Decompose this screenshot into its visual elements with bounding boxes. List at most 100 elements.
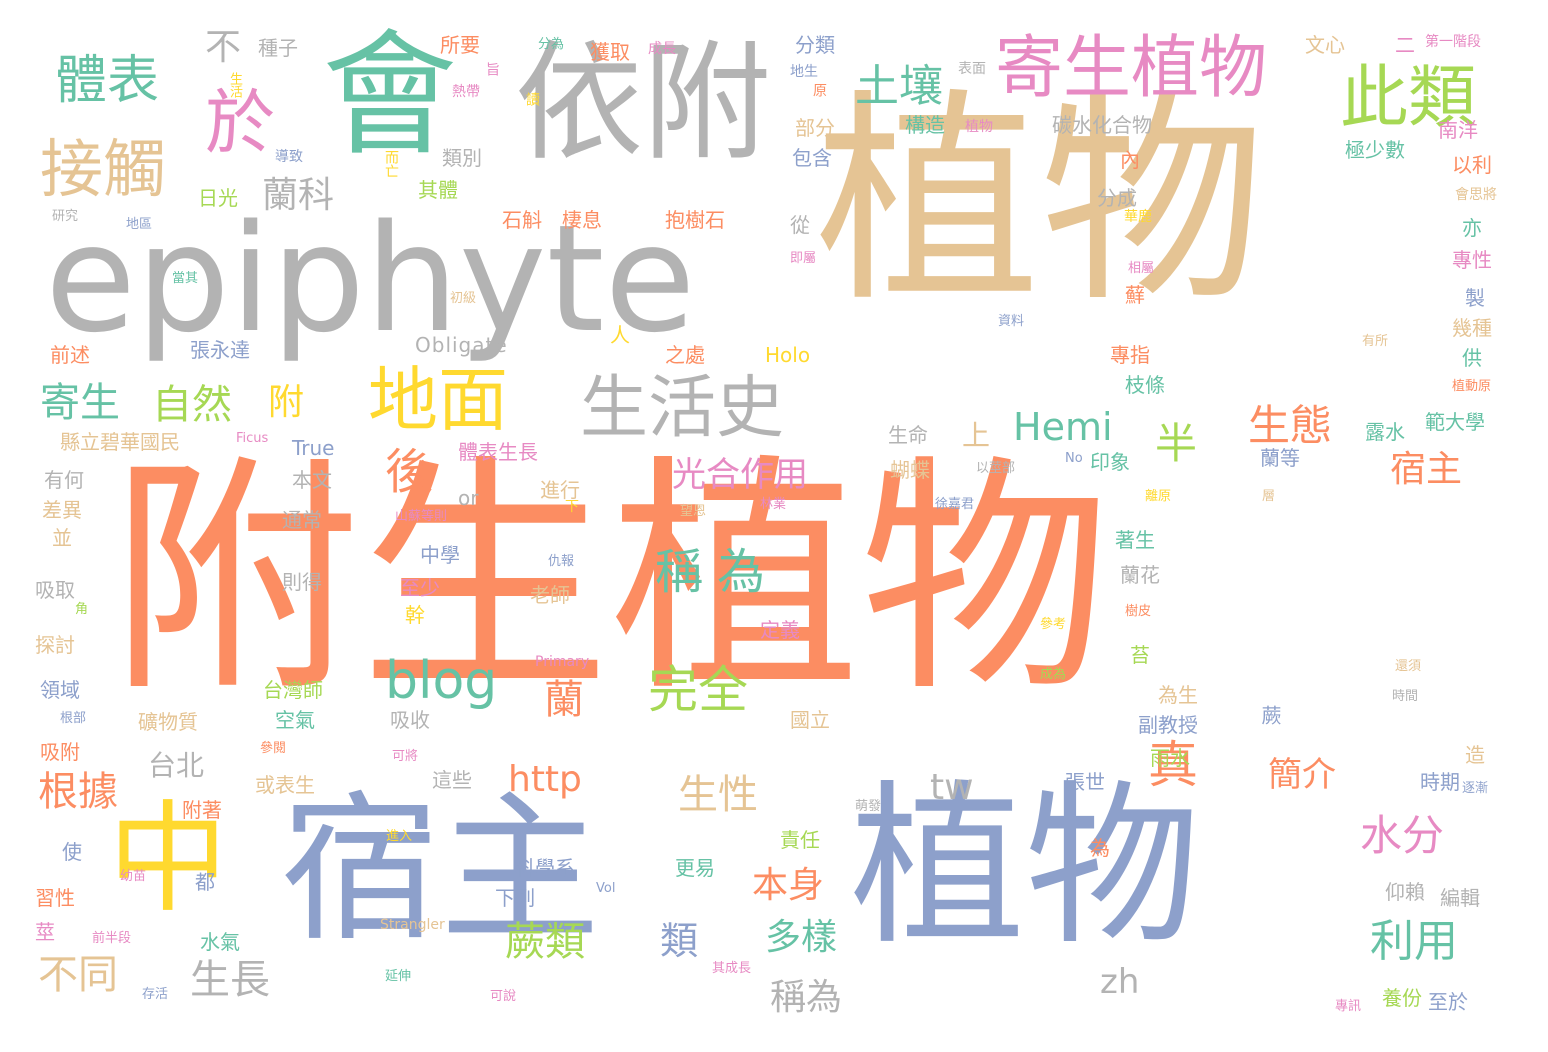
cloud-word: 進行 <box>540 478 580 502</box>
cloud-word: 分成 <box>1097 186 1137 210</box>
cloud-word: 於 <box>205 82 275 164</box>
cloud-word: 寄生 <box>40 380 120 426</box>
cloud-word: 碳水化合物 <box>1052 113 1152 137</box>
cloud-word: 樹皮 <box>1125 604 1152 619</box>
cloud-word: 蝴蝶 <box>890 458 930 482</box>
cloud-word: 種子 <box>258 36 298 60</box>
cloud-word: 習性 <box>35 886 75 910</box>
cloud-word: 會 <box>322 17 457 174</box>
cloud-word: 以莖部 <box>976 461 1016 476</box>
cloud-word: Strangler <box>380 917 445 933</box>
cloud-word: 幾種 <box>1452 316 1492 340</box>
cloud-word: 光合作用 <box>672 455 808 495</box>
cloud-word: 都 <box>195 870 215 894</box>
cloud-word: 稱為 <box>655 544 780 600</box>
cloud-word: 蘭花 <box>1120 563 1160 587</box>
cloud-word: 所要 <box>440 33 480 57</box>
cloud-word: 抱樹石 <box>665 208 725 232</box>
cloud-word: 水分 <box>1360 811 1445 860</box>
cloud-word: 部分 <box>795 116 835 140</box>
cloud-word: 植物 <box>850 766 1200 969</box>
cloud-word: True <box>292 436 335 460</box>
cloud-word: 專性 <box>1452 248 1492 272</box>
cloud-word: 生長 <box>190 957 270 1003</box>
cloud-word: 幼苗 <box>120 869 147 884</box>
cloud-word: 領域 <box>40 678 80 702</box>
cloud-word: 枝條 <box>1125 373 1165 397</box>
cloud-word: 第一階段 <box>1425 34 1481 50</box>
cloud-word: 相屬 <box>1128 261 1155 276</box>
cloud-word: 體表 <box>55 51 160 111</box>
cloud-word: epiphyte <box>45 193 696 365</box>
cloud-word: 植動原 <box>1452 379 1492 394</box>
cloud-word: 通常 <box>282 508 322 532</box>
cloud-word: tw <box>930 767 974 808</box>
cloud-word: 依附 <box>515 29 772 178</box>
cloud-word: 資料 <box>998 314 1025 329</box>
cloud-word: 這些 <box>432 768 472 792</box>
cloud-word: 張永達 <box>190 338 250 362</box>
cloud-word: 使 <box>62 840 82 864</box>
cloud-word: 成長 <box>648 41 676 57</box>
cloud-word: 旨 <box>484 62 500 76</box>
cloud-word: 構造 <box>905 113 945 137</box>
cloud-word: 範大學 <box>1425 410 1485 434</box>
cloud-word: 石斛 <box>502 208 542 232</box>
cloud-word: 台北 <box>148 749 205 782</box>
cloud-word: 吸取 <box>35 578 75 602</box>
cloud-word: 本身 <box>752 865 825 906</box>
cloud-word: 望恩 <box>680 504 707 519</box>
cloud-word: 老師 <box>530 583 570 607</box>
cloud-word: 地生 <box>790 64 818 80</box>
cloud-word: 仇報 <box>548 554 575 569</box>
cloud-word: 縣立碧華國民 <box>60 430 180 454</box>
cloud-word: 地區 <box>126 217 153 232</box>
cloud-word: 亦 <box>1462 216 1482 240</box>
cloud-word: 二 <box>1395 33 1415 57</box>
cloud-word: 附 <box>268 382 305 423</box>
cloud-word: 宿主 <box>1390 449 1463 490</box>
cloud-word: 從 <box>790 213 810 237</box>
cloud-word: 研究 <box>52 209 79 224</box>
cloud-word: 探討 <box>35 633 75 657</box>
cloud-word: 蘚 <box>1125 283 1145 307</box>
cloud-word: 吸附 <box>40 740 80 764</box>
cloud-word: 多樣 <box>765 917 838 958</box>
cloud-word: 莖 <box>35 920 55 944</box>
cloud-word: 會思將 <box>1455 187 1497 203</box>
cloud-word: 有所 <box>1362 334 1389 349</box>
cloud-word: 著生 <box>1115 528 1155 552</box>
cloud-word: 蘭 <box>537 678 583 718</box>
cloud-word: 上 <box>962 419 991 452</box>
cloud-word: Vol <box>596 881 616 896</box>
cloud-word: 南洋 <box>1438 118 1478 142</box>
cloud-word: 製 <box>1465 286 1485 310</box>
cloud-word: 萌發 <box>855 799 882 814</box>
cloud-word: 造 <box>1465 743 1485 767</box>
cloud-word: 文心 <box>1305 33 1345 57</box>
cloud-word: 則得 <box>282 570 322 594</box>
cloud-word: 類 <box>660 919 699 963</box>
cloud-word: 供 <box>1462 346 1482 370</box>
cloud-word: 下列 <box>495 886 535 910</box>
cloud-word: 層 <box>1262 489 1276 504</box>
cloud-word: 而亡 <box>383 150 399 178</box>
cloud-word: 原 <box>811 83 827 97</box>
cloud-word: 蕨 <box>1258 705 1282 725</box>
cloud-word: 蘭等 <box>1260 446 1300 470</box>
cloud-word: 中學 <box>420 543 460 567</box>
cloud-word: 幹 <box>405 603 425 627</box>
cloud-word: 包含 <box>792 146 832 170</box>
cloud-word: 雨水 <box>1150 746 1190 770</box>
cloud-word: 完全 <box>648 661 748 719</box>
cloud-word: 附生植物 <box>110 434 1110 725</box>
cloud-word: 下 <box>565 499 579 515</box>
cloud-word: 不同 <box>38 952 118 998</box>
cloud-word: 分類 <box>795 33 835 57</box>
cloud-word: 或表生 <box>255 773 315 797</box>
cloud-word: Ficus <box>236 431 269 446</box>
cloud-word: 以利 <box>1452 153 1492 177</box>
cloud-word: 當其 <box>172 271 199 286</box>
cloud-word: 植物 <box>965 119 993 135</box>
cloud-word: 時期 <box>1420 770 1460 794</box>
